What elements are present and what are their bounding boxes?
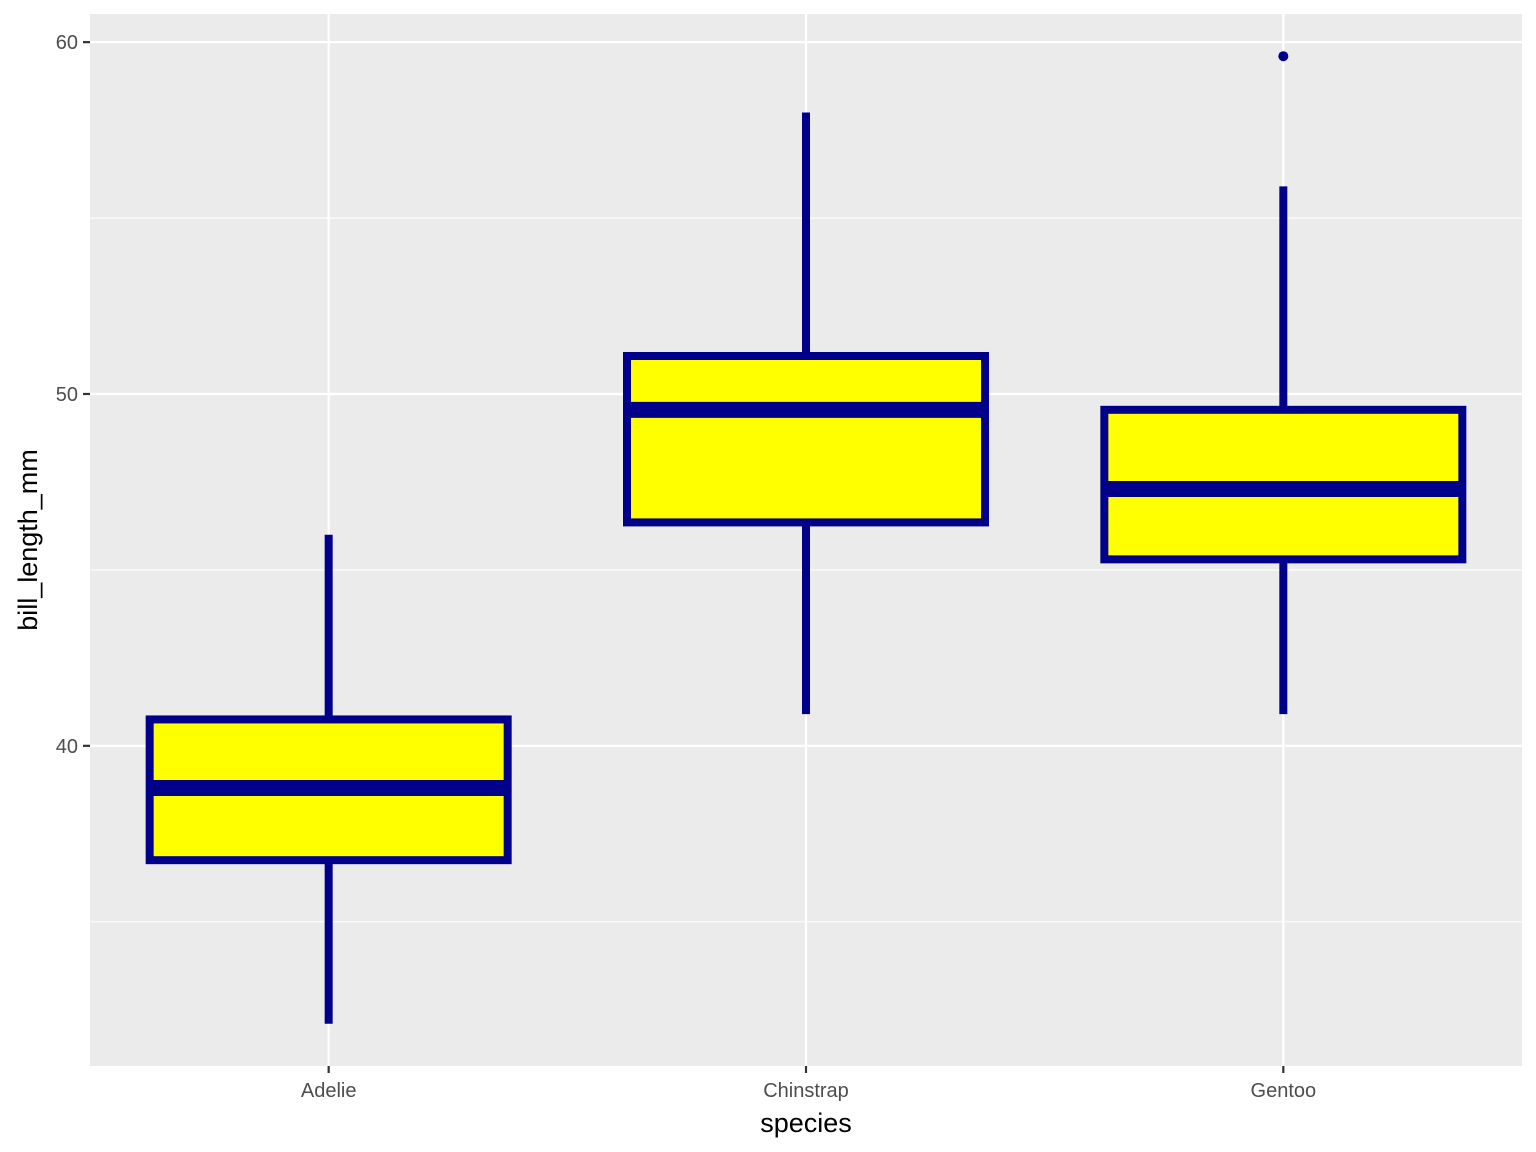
box-adelie [145,534,512,1024]
y-axis: 40 50 60 [56,32,90,758]
box-series [145,51,1467,1024]
x-tick-label: Chinstrap [763,1080,849,1102]
y-tick-label: 50 [56,384,78,406]
box-chinstrap [623,112,989,715]
x-axis-title: species [760,1108,852,1138]
y-tick-label: 40 [56,736,78,758]
box-gentoo [1100,51,1467,715]
outlier-point [1278,51,1289,62]
box-iqr [623,351,989,527]
y-axis-title: bill_length_mm [13,449,43,631]
x-axis: Adelie Chinstrap Gentoo [301,1066,1316,1102]
y-tick-label: 60 [56,32,78,54]
x-tick-label: Adelie [301,1080,357,1102]
x-tick-label: Gentoo [1251,1080,1317,1102]
